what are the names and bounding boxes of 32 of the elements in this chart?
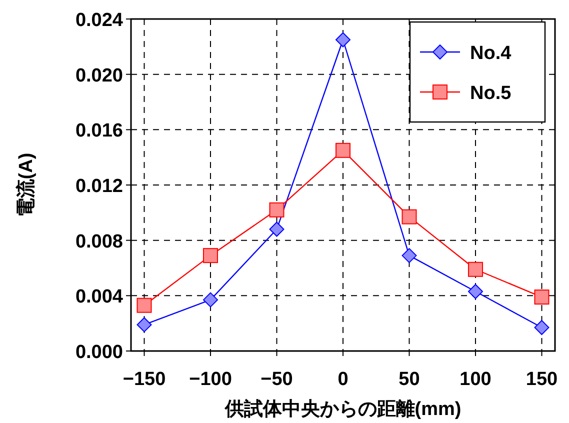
x-axis-title: 供試体中央からの距離(mm): [224, 398, 462, 420]
point: [269, 222, 284, 237]
y-tick-label: 0.020: [75, 65, 123, 86]
point: [336, 142, 350, 158]
point: [203, 292, 218, 308]
x-tick-label: −50: [260, 369, 293, 390]
legend-label: No.4: [470, 43, 512, 64]
y-tick-label: 0.000: [75, 342, 123, 363]
y-tick-label: 0.008: [75, 231, 123, 252]
y-tick-label: 0.016: [75, 120, 123, 142]
point: [136, 298, 152, 313]
point: [534, 320, 550, 335]
x-tick-label: 150: [526, 369, 558, 390]
point: [269, 202, 284, 218]
x-tick-label: −100: [189, 369, 232, 390]
x-tick-label: 50: [398, 369, 420, 390]
point: [336, 32, 350, 48]
y-tick-label: 0.004: [75, 286, 124, 308]
y-tick-label: 0.024: [75, 10, 124, 31]
point: [534, 290, 550, 305]
point: [203, 248, 218, 264]
x-tick-label: −150: [122, 369, 166, 390]
point: [468, 284, 483, 300]
x-tick-label: 0: [338, 369, 348, 390]
y-axis-title: 電流(A): [15, 152, 37, 218]
point: [402, 248, 417, 264]
point: [136, 317, 152, 332]
legend-label: No.5: [470, 83, 512, 104]
y-tick-label: 0.012: [75, 176, 123, 197]
point: [468, 262, 483, 277]
x-tick-label: 100: [460, 369, 492, 390]
point: [402, 209, 417, 224]
